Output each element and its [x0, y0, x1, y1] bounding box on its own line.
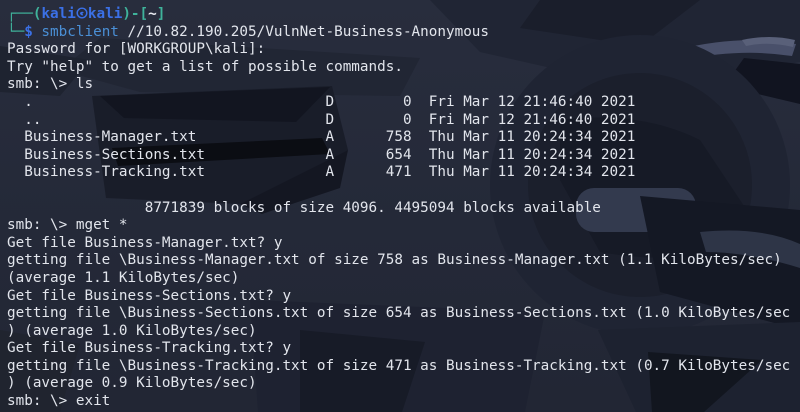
prompt-line-1: ┌──(kali kali)-[~]: [7, 6, 800, 24]
terminal-line: Business-Sections.txt A 654 Thu Mar 11 2…: [7, 146, 636, 163]
terminal-line: Business-Tracking.txt A 471 Thu Mar 11 2…: [7, 164, 636, 181]
terminal-line: smb: \> exit: [7, 393, 111, 410]
command-args: //10.82.190.205/VulnNet-Business-Anonymo…: [118, 23, 490, 40]
prompt-frame-close: ]: [156, 6, 166, 22]
terminal-line: Try "help" to get a list of possible com…: [7, 58, 403, 75]
prompt-line-2: └─$ smbclient //10.82.190.205/VulnNet-Bu…: [7, 24, 800, 42]
terminal-line: (average 1.1 KiloBytes/sec): [7, 269, 240, 286]
command-text: smbclient: [32, 23, 119, 40]
terminal-line: smb: \> mget *: [7, 217, 128, 234]
terminal-line: Get file Business-Tracking.txt? y: [7, 340, 292, 357]
prompt-frame-open: ┌──(: [7, 6, 42, 22]
prompt-path: ~: [148, 6, 157, 22]
prompt-frame-bottom: └─: [7, 23, 25, 40]
terminal-line: .. D 0 Fri Mar 12 21:46:40 2021: [7, 111, 636, 128]
terminal-line: ) (average 0.9 KiloBytes/sec): [7, 375, 257, 392]
terminal-line: Password for [WORKGROUP\kali]:: [7, 41, 266, 58]
terminal-lines: Password for [WORKGROUP\kali]: Try "help"…: [7, 41, 800, 410]
terminal-line: getting file \Business-Manager.txt of si…: [7, 252, 782, 269]
terminal-line: [7, 182, 800, 200]
prompt-symbol: $: [24, 23, 33, 40]
terminal-line: getting file \Business-Tracking.txt of s…: [7, 357, 791, 374]
terminal-line: Get file Business-Manager.txt? y: [7, 234, 283, 251]
kali-symbol-icon: [76, 7, 88, 19]
prompt-host: kali: [87, 6, 123, 22]
prompt-user: kali: [41, 6, 76, 22]
terminal-line: 8771839 blocks of size 4096. 4495094 blo…: [7, 199, 601, 216]
terminal-line: Business-Manager.txt A 758 Thu Mar 11 20…: [7, 129, 636, 146]
terminal-line: . D 0 Fri Mar 12 21:46:40 2021: [7, 93, 636, 110]
terminal-line: getting file \Business-Sections.txt of s…: [7, 305, 791, 322]
terminal-line: ) (average 1.0 KiloBytes/sec): [7, 322, 257, 339]
prompt-frame-mid: )-[: [122, 6, 149, 22]
terminal-line: smb: \> ls: [7, 76, 94, 93]
terminal-line: Get file Business-Sections.txt? y: [7, 287, 292, 304]
